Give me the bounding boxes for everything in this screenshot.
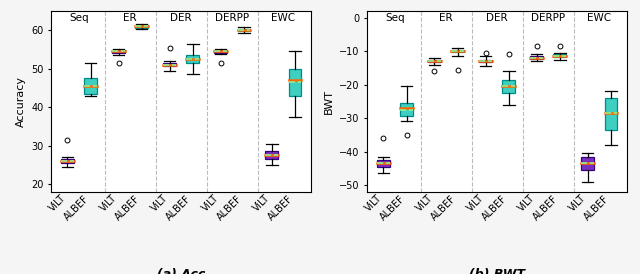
Bar bbox=[237, 29, 250, 31]
Bar bbox=[163, 63, 176, 66]
Text: Seq: Seq bbox=[69, 13, 89, 23]
Bar bbox=[581, 157, 594, 170]
Text: DERPP: DERPP bbox=[215, 13, 250, 23]
Bar bbox=[214, 50, 227, 53]
Bar bbox=[186, 55, 199, 63]
Bar bbox=[605, 98, 618, 130]
Text: ER: ER bbox=[439, 13, 453, 23]
Bar bbox=[266, 152, 278, 159]
Bar bbox=[428, 60, 441, 62]
Bar bbox=[400, 103, 413, 116]
Text: Seq: Seq bbox=[385, 13, 405, 23]
Text: (b) BWT: (b) BWT bbox=[469, 268, 525, 274]
Text: DERPP: DERPP bbox=[531, 13, 565, 23]
Y-axis label: Accuracy: Accuracy bbox=[15, 76, 26, 127]
Bar bbox=[479, 59, 492, 62]
Y-axis label: BWT: BWT bbox=[323, 89, 333, 114]
Bar bbox=[502, 80, 515, 93]
Text: EWC: EWC bbox=[588, 13, 611, 23]
Text: EWC: EWC bbox=[271, 13, 296, 23]
Bar bbox=[61, 159, 74, 163]
Text: (a) Acc: (a) Acc bbox=[157, 268, 205, 274]
Bar bbox=[554, 55, 566, 57]
Bar bbox=[112, 50, 125, 53]
Bar bbox=[289, 69, 301, 96]
Bar bbox=[136, 25, 148, 27]
Text: ER: ER bbox=[124, 13, 137, 23]
Bar bbox=[451, 50, 464, 52]
Text: DER: DER bbox=[170, 13, 192, 23]
Text: DER: DER bbox=[486, 13, 508, 23]
Bar bbox=[377, 160, 390, 167]
Bar bbox=[531, 56, 543, 59]
Bar bbox=[84, 78, 97, 94]
